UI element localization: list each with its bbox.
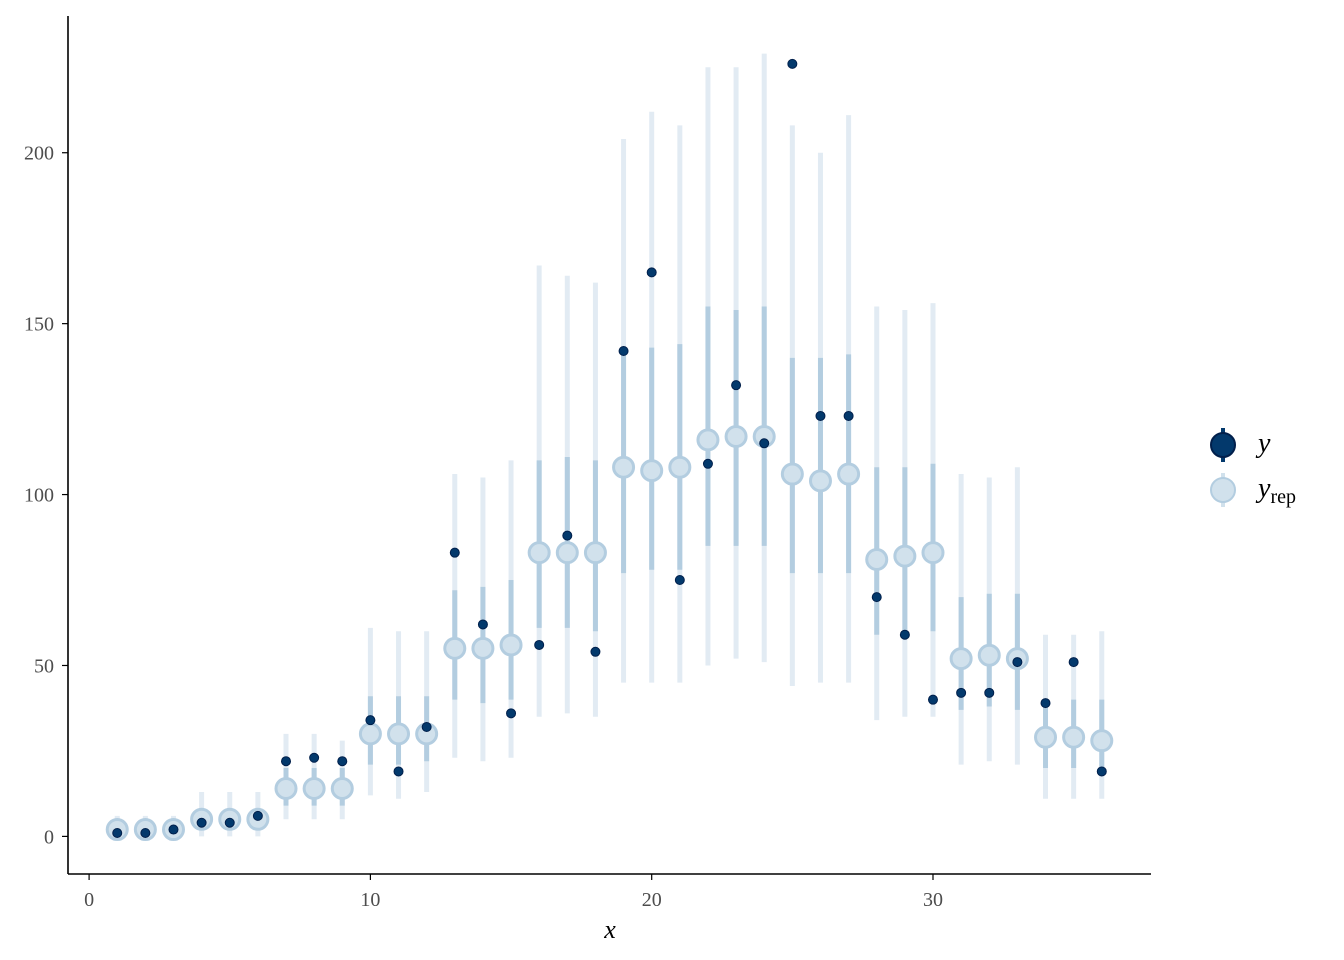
y-rep-point	[893, 544, 917, 568]
y-rep-point	[1034, 725, 1058, 749]
y-point	[309, 752, 320, 763]
y-point	[196, 817, 207, 828]
y-point	[984, 687, 995, 698]
legend-y-rep-point	[1210, 477, 1236, 503]
y-rep-point	[837, 462, 861, 486]
y-rep-point	[443, 636, 467, 660]
y-rep-point	[527, 541, 551, 565]
x-tick-label: 10	[360, 889, 380, 911]
y-point	[252, 810, 263, 821]
legend-y-rep-subscript: rep	[1270, 486, 1296, 508]
y-point	[281, 756, 292, 767]
y-point	[618, 345, 629, 356]
y-point	[421, 722, 432, 733]
y-rep-point	[555, 541, 579, 565]
y-rep-point	[724, 424, 748, 448]
y-rep-point	[330, 777, 354, 801]
y-rep-point	[612, 455, 636, 479]
y-point	[759, 438, 770, 449]
outer-interval-layer	[114, 53, 1105, 837]
y-point	[646, 267, 657, 278]
y-tick-label: 100	[24, 485, 54, 507]
y-rep-point	[865, 548, 889, 572]
y-rep-point	[780, 462, 804, 486]
legend-y-rep-main: y	[1255, 473, 1271, 504]
y-rep-point	[808, 469, 832, 493]
y-rep-point	[274, 777, 298, 801]
y-point	[927, 694, 938, 705]
y-point	[393, 766, 404, 777]
y-point	[899, 629, 910, 640]
y-point	[112, 827, 123, 838]
y-rep-point	[387, 722, 411, 746]
y-rep-point	[977, 643, 1001, 667]
x-tick-label: 0	[84, 889, 94, 911]
y-rep-point	[921, 541, 945, 565]
y-tick-label: 200	[24, 143, 54, 165]
y-point	[365, 715, 376, 726]
y-rep-point	[949, 647, 973, 671]
y-rep-point	[471, 636, 495, 660]
inner-interval-layer	[114, 306, 1105, 833]
y-point	[168, 824, 179, 835]
y-rep-point	[1062, 725, 1086, 749]
y-point	[702, 458, 713, 469]
legend: y yrep	[1210, 428, 1296, 508]
y-point	[731, 380, 742, 391]
x-tick-label: 30	[923, 889, 943, 911]
y-point	[956, 687, 967, 698]
y-point	[562, 530, 573, 541]
y-rep-point	[583, 541, 607, 565]
y-point	[534, 639, 545, 650]
y-point	[815, 410, 826, 421]
y-rep-point-layer	[105, 424, 1114, 842]
y-point	[477, 619, 488, 630]
y-point	[590, 646, 601, 657]
legend-y-label: y	[1255, 428, 1271, 459]
y-point	[674, 575, 685, 586]
x-tick-label: 20	[642, 889, 662, 911]
y-point	[449, 547, 460, 558]
legend-y-rep-label: yrep	[1255, 473, 1296, 508]
y-rep-point	[668, 455, 692, 479]
y-rep-point	[358, 722, 382, 746]
legend-y-point	[1210, 432, 1236, 458]
y-point	[1040, 698, 1051, 709]
y-point	[337, 756, 348, 767]
y-rep-point	[696, 428, 720, 452]
y-tick-label: 50	[34, 655, 54, 677]
y-axis-ticks: 0 50 100 150 200	[24, 143, 68, 848]
y-tick-label: 0	[44, 826, 54, 848]
y-rep-point	[1090, 729, 1114, 753]
y-point	[1068, 657, 1079, 668]
y-point	[1012, 657, 1023, 668]
x-axis-title: x	[603, 915, 616, 944]
x-axis-ticks: 0 10 20 30	[84, 874, 943, 911]
y-point	[1096, 766, 1107, 777]
y-rep-point	[640, 459, 664, 483]
y-point	[506, 708, 517, 719]
y-point	[140, 827, 151, 838]
legend-item-y-rep: yrep	[1210, 473, 1296, 508]
y-rep-point	[499, 633, 523, 657]
y-point	[843, 410, 854, 421]
y-point	[224, 817, 235, 828]
y-tick-label: 150	[24, 314, 54, 336]
y-point	[871, 592, 882, 603]
y-point-layer	[112, 58, 1107, 838]
y-point	[787, 58, 798, 69]
legend-item-y: y	[1210, 428, 1271, 462]
y-rep-point	[302, 777, 326, 801]
